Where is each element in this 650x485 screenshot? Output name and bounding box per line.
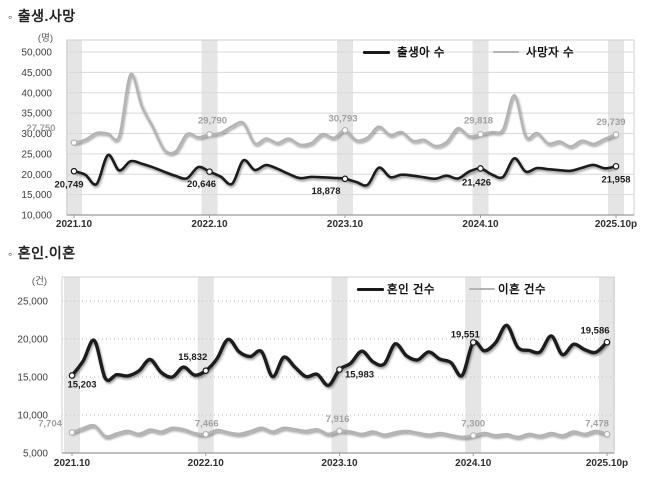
data-point-marker <box>341 175 349 183</box>
legend-item-births: 출생아 수 <box>363 44 445 60</box>
births-legend-label: 출생아 수 <box>397 47 446 59</box>
data-point-label: 7,704 <box>38 419 62 430</box>
data-point-label: 15,203 <box>67 380 96 391</box>
marriages-line-swatch <box>357 287 384 291</box>
data-point-marker <box>68 372 76 379</box>
data-point-marker <box>603 430 611 438</box>
data-point-label: 29,739 <box>596 117 625 128</box>
bullet-icon: ◦ <box>8 247 13 261</box>
x-tick-label: 2025.10p <box>586 458 628 469</box>
birth-death-chart: 10,000 15,000 20,000 25,000 30,000 35,000 40,0… <box>21 39 637 230</box>
data-point-label: 27,750 <box>26 123 55 134</box>
y-tick-label: 15,000 <box>21 190 52 201</box>
y-tick-label: 40,000 <box>21 88 52 99</box>
divorces-legend-label: 이혼 건수 <box>498 284 547 296</box>
deaths-legend-label: 사망자 수 <box>526 47 575 59</box>
legend-item-marriages: 혼인 건수 <box>357 281 435 297</box>
marriage-divorce-chart: 5,000 10,000 15,000 20,000 25,000 2021.10 2022… <box>17 276 628 469</box>
data-point-marker <box>612 162 620 170</box>
data-point-marker <box>68 429 76 436</box>
data-point-label: 20,646 <box>187 179 216 190</box>
x-tick-label: 2024.10 <box>462 219 499 230</box>
october-highlight-band-2023.10 <box>331 277 348 453</box>
data-point-marker <box>477 165 484 172</box>
october-highlight-band-2021.10 <box>64 277 80 453</box>
data-point-marker <box>469 432 477 439</box>
y-tick-label: 20,000 <box>21 170 52 181</box>
data-point-label: 30,793 <box>328 113 357 124</box>
deaths-line-swatch <box>493 50 520 54</box>
y-tick-label: 35,000 <box>21 109 52 120</box>
october-highlight-band-2022.10 <box>201 40 218 215</box>
y-tick-label: 30,000 <box>21 129 52 140</box>
y-axis-unit-bottom: (건) <box>31 276 47 287</box>
legend-item-deaths: 사망자 수 <box>493 44 574 60</box>
x-tick-label: 2024.10 <box>455 458 492 469</box>
data-point-label: 20,749 <box>54 179 83 190</box>
october-highlight-band-2024.10 <box>465 277 482 453</box>
y-tick-label: 20,000 <box>17 335 48 346</box>
y-tick-label: 50,000 <box>21 48 52 59</box>
data-point-marker <box>603 338 611 346</box>
data-point-label: 29,790 <box>198 116 227 127</box>
data-point-label: 7,300 <box>461 419 485 430</box>
data-point-marker <box>341 126 349 134</box>
data-point-label: 19,551 <box>451 330 481 341</box>
section-title-text: 혼인.이혼 <box>17 245 76 261</box>
marriages-legend-label: 혼인 건수 <box>387 284 436 296</box>
data-point-marker <box>336 366 343 373</box>
data-point-label: 18,878 <box>311 186 340 197</box>
section-title-marriage-divorce: ◦ 혼인.이혼 <box>8 243 76 263</box>
data-point-label: 21,958 <box>601 174 630 185</box>
data-point-marker <box>202 367 210 374</box>
data-point-label: 29,818 <box>464 115 493 126</box>
marriage-divorce-legend: 혼인 건수 이혼 건수 <box>357 281 546 297</box>
data-point-label: 15,832 <box>178 352 207 363</box>
data-point-label: 7,466 <box>195 418 219 429</box>
data-point-marker <box>612 131 620 138</box>
october-highlight-band-2025.10p <box>608 40 624 215</box>
births-line-swatch <box>363 50 390 54</box>
october-highlight-band-2025.10p <box>599 277 615 453</box>
october-highlight-band-2024.10 <box>472 40 489 215</box>
data-point-marker <box>336 427 343 435</box>
y-tick-label: 10,000 <box>17 411 48 422</box>
x-tick-label: 2022.10 <box>188 458 225 469</box>
x-tick-label: 2021.10 <box>54 458 91 469</box>
data-point-label: 21,426 <box>462 178 491 189</box>
data-point-label: 19,586 <box>580 325 609 336</box>
y-tick-label: 5,000 <box>23 449 48 460</box>
x-tick-label: 2022.10 <box>191 219 228 230</box>
october-highlight-band-2022.10 <box>197 277 214 453</box>
divorces-line-swatch <box>469 287 496 291</box>
x-tick-label: 2023.10 <box>321 458 358 469</box>
x-tick-label: 2023.10 <box>327 219 364 230</box>
x-tick-label: 2025.10p <box>595 219 637 230</box>
data-point-marker <box>206 168 213 175</box>
data-point-marker <box>469 339 477 346</box>
y-tick-label: 10,000 <box>21 211 52 222</box>
y-tick-label: 45,000 <box>21 68 52 79</box>
y-axis-unit-top: (명) <box>37 33 53 44</box>
data-point-marker <box>70 139 78 146</box>
data-point-label: 15,983 <box>345 370 374 381</box>
section-title-birth-death: ◦ 출생.사망 <box>8 6 76 26</box>
bullet-icon: ◦ <box>8 10 13 24</box>
x-tick-label: 2021.10 <box>56 219 93 230</box>
legend-item-divorces: 이혼 건수 <box>469 281 546 297</box>
y-tick-label: 25,000 <box>21 149 52 160</box>
data-point-marker <box>477 130 484 138</box>
y-tick-label: 25,000 <box>17 297 48 308</box>
data-point-label: 7,916 <box>326 414 350 425</box>
data-point-marker <box>202 430 210 438</box>
y-tick-label: 15,000 <box>17 373 48 384</box>
birth-death-legend: 출생아 수 사망자 수 <box>363 44 574 60</box>
data-point-marker <box>206 131 213 138</box>
data-point-label: 7,478 <box>585 418 609 429</box>
data-point-marker <box>70 167 78 175</box>
section-title-text: 출생.사망 <box>17 8 76 24</box>
